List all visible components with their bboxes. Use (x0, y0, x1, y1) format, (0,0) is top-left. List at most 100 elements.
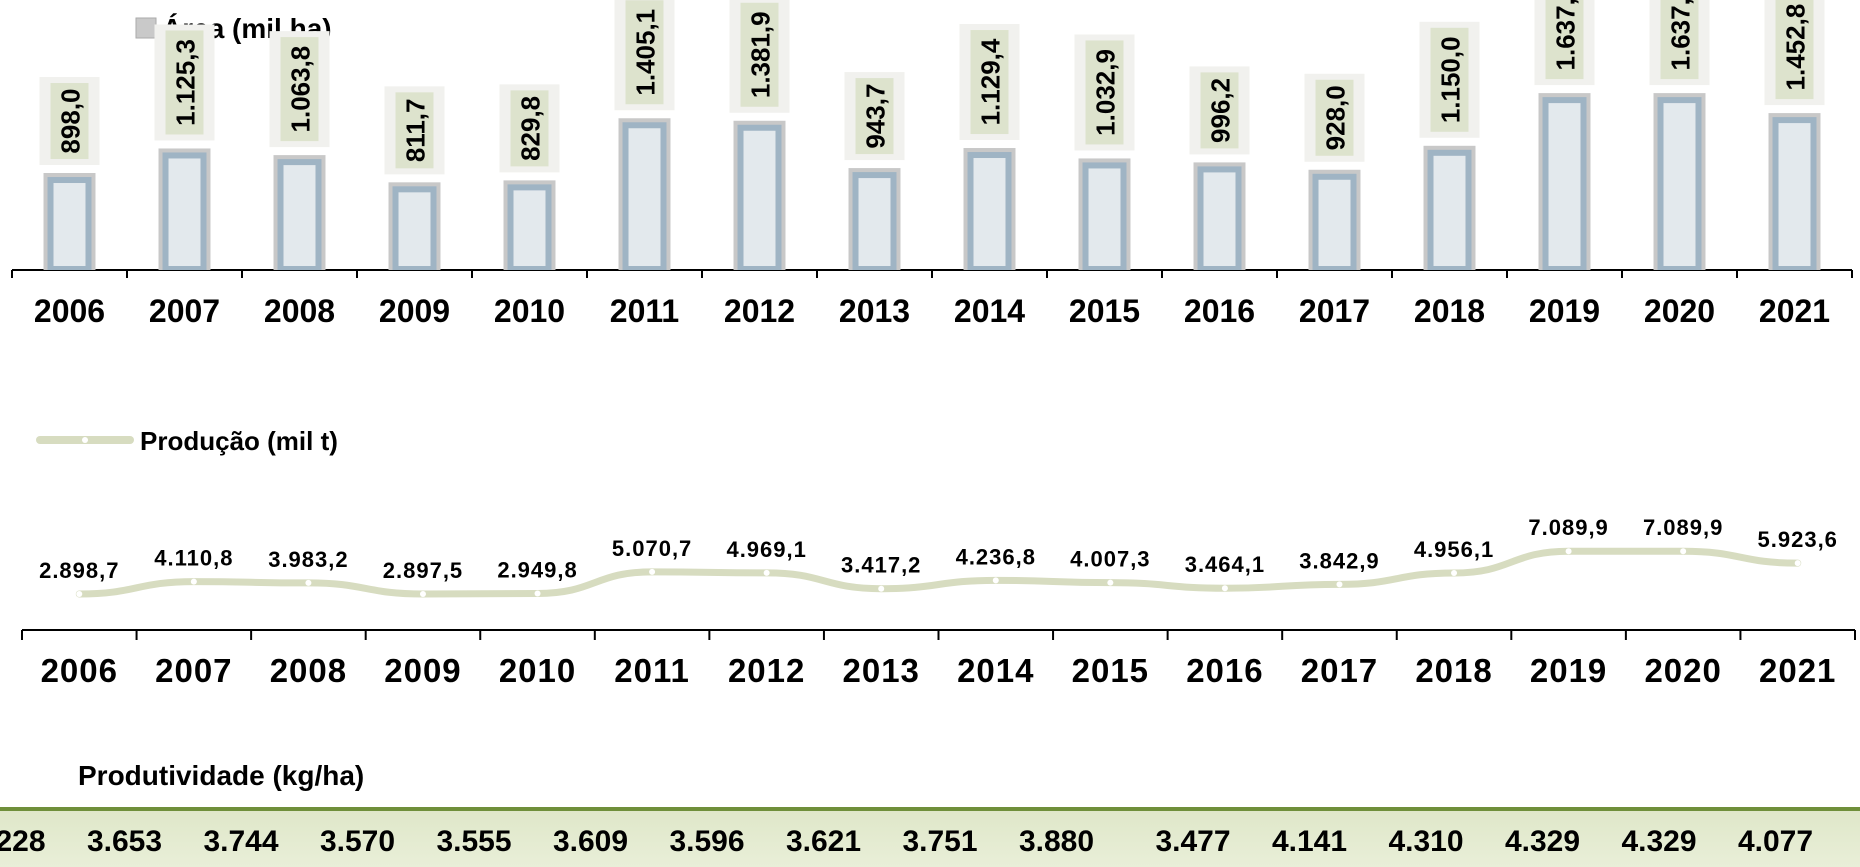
x-tick-label-area: 2019 (1529, 293, 1600, 329)
x-tick-label-production: 2012 (728, 652, 805, 689)
area-data-label: 1.150,0 (1436, 36, 1466, 123)
production-line-chart: Produção (mil t) 2.898,7 2006 4.110,8 2007 3.… (21, 426, 1856, 689)
area-label-inner (395, 92, 434, 169)
area-bar-highlight (858, 178, 891, 266)
yield-value: 3.621 (785, 825, 862, 858)
yield-value: 4.310 (1388, 825, 1464, 858)
yield-value: 4.329 (1621, 825, 1697, 858)
production-point (1451, 570, 1458, 577)
area-bar-highlight (53, 183, 86, 266)
production-data-label: 5.070,7 (612, 536, 692, 561)
x-tick-label-production: 2019 (1530, 652, 1607, 689)
yield-value: 3.751 (902, 825, 978, 858)
area-data-label: 1.637,9 (1666, 0, 1696, 70)
production-point (76, 590, 83, 597)
area-data-label: 1.637,9 (1551, 0, 1581, 70)
x-tick-label-area: 2018 (1414, 293, 1485, 329)
area-label-inner (280, 37, 319, 142)
area-label-inner (1430, 27, 1469, 132)
production-data-label: 4.956,1 (1414, 537, 1494, 562)
x-tick-label-production: 2008 (270, 652, 347, 689)
area-data-label: 1.063,8 (286, 46, 316, 133)
production-data-label: 4.110,8 (154, 546, 233, 571)
area-label-inner (740, 2, 779, 107)
area-bar-highlight (168, 158, 201, 266)
production-data-label: 4.236,8 (956, 544, 1036, 569)
yield-value: 3.477 (1155, 825, 1231, 858)
yield-value: 3.228 (0, 825, 46, 858)
area-bar-highlight (1548, 103, 1581, 266)
production-point (878, 585, 885, 592)
legend-swatch-area (135, 17, 157, 39)
production-point (1565, 548, 1572, 555)
production-data-label: 7.089,9 (1643, 515, 1723, 540)
yield-value: 4.329 (1504, 825, 1581, 858)
x-tick-label-area: 2016 (1184, 293, 1255, 329)
x-tick-label-area: 2008 (264, 293, 335, 329)
area-data-label: 1.032,9 (1091, 49, 1121, 136)
x-tick-label-production: 2013 (843, 652, 920, 689)
area-label-inner (1085, 40, 1124, 145)
x-tick-label-area: 2007 (149, 293, 220, 329)
area-bar-highlight (1318, 179, 1351, 266)
yield-value: 3.653 (86, 825, 163, 858)
yield-value: 3.880 (1018, 825, 1095, 858)
area-data-label: 1.452,8 (1781, 4, 1811, 91)
yield-value: 3.609 (552, 825, 629, 858)
area-bar-highlight (398, 192, 431, 266)
area-data-label: 811,7 (401, 99, 431, 163)
production-point (534, 590, 541, 597)
x-tick-label-area: 2012 (724, 293, 795, 329)
area-label-inner (1660, 0, 1699, 80)
area-bar-highlight (743, 130, 776, 266)
yield-value: 4.077 (1737, 825, 1814, 858)
production-point (419, 591, 426, 598)
legend-label-production: Produção (mil t) (140, 426, 338, 456)
area-bar-highlight (1088, 168, 1121, 266)
x-tick-label-area: 2009 (379, 293, 450, 329)
yield-band: 3.228 3.653 3.744 3.570 3.555 3.609 3.596 3.621… (0, 807, 1860, 867)
production-point (1794, 560, 1801, 567)
production-point (1221, 585, 1228, 592)
x-tick-label-production: 2021 (1759, 652, 1836, 689)
area-data-label: 829,8 (516, 96, 546, 161)
x-tick-label-production: 2009 (384, 652, 461, 689)
x-tick-label-area: 2014 (954, 293, 1025, 329)
area-data-label: 1.125,3 (171, 39, 201, 126)
yield-value: 4.141 (1271, 825, 1348, 858)
x-tick-label-production: 2016 (1186, 652, 1263, 689)
x-tick-label-area: 2013 (839, 293, 910, 329)
area-bar-highlight (628, 128, 661, 266)
area-bar-highlight (513, 190, 546, 266)
area-label-inner (970, 30, 1009, 135)
production-line (75, 547, 1802, 598)
area-label-inner (1545, 0, 1584, 80)
production-point (763, 569, 770, 576)
production-point (649, 568, 656, 575)
area-label-inner (1775, 0, 1814, 100)
production-point (1680, 548, 1687, 555)
area-data-label: 1.381,9 (746, 11, 776, 98)
production-data-label: 2.897,5 (383, 558, 463, 583)
area-label-inner (1315, 79, 1354, 156)
production-point (190, 578, 197, 585)
area-label-inner (50, 83, 89, 160)
legend-marker-production (82, 437, 88, 443)
production-point (305, 579, 312, 586)
x-tick-label-area: 2010 (494, 293, 565, 329)
production-data-label: 3.417,2 (841, 553, 921, 578)
production-data-label: 7.089,9 (1528, 515, 1608, 540)
x-tick-label-production: 2018 (1415, 652, 1492, 689)
production-data-label: 2.949,8 (497, 557, 577, 582)
area-data-label: 928,0 (1321, 85, 1351, 150)
yield-title: Produtividade (kg/ha) (78, 760, 365, 791)
production-data-label: 4.007,3 (1070, 547, 1150, 572)
production-point (992, 577, 999, 584)
area-data-label: 943,7 (861, 84, 891, 149)
area-bar-highlight (1433, 155, 1466, 266)
area-bar-highlight (283, 165, 316, 266)
x-tick-label-area: 2021 (1759, 293, 1830, 329)
production-point (1107, 579, 1114, 586)
area-data-label: 1.405,1 (631, 9, 661, 96)
production-point (1336, 581, 1343, 588)
